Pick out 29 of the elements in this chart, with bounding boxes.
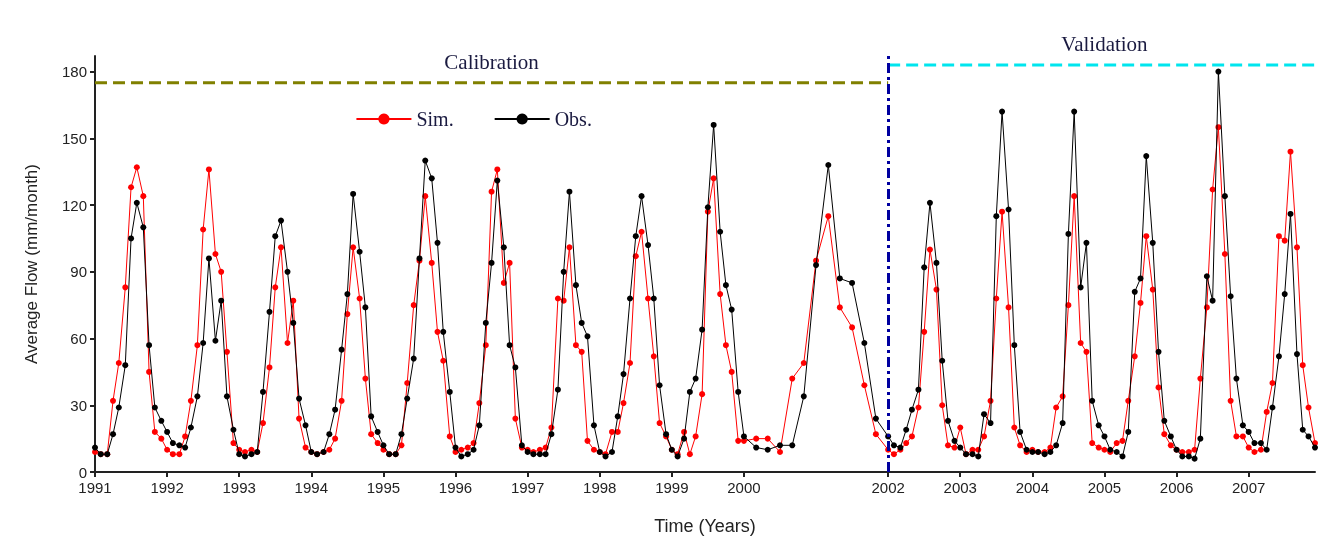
annotation: Validation	[1061, 32, 1149, 57]
y-tick-label: 150	[61, 129, 87, 147]
x-tick-label: 1998	[583, 479, 617, 496]
x-tick-label: 2000	[727, 479, 761, 496]
y-axis-title: Average Flow (mm/month)	[22, 164, 41, 364]
x-tick-label: 1997	[510, 479, 545, 496]
x-tick-label: 1999	[655, 479, 689, 496]
legend-label: Obs.	[554, 108, 592, 130]
annotation: Calibration	[444, 50, 540, 75]
x-tick-label: 2003	[943, 479, 977, 496]
x-tick-label: 1992	[150, 479, 184, 496]
y-tick-label: 180	[61, 63, 87, 81]
x-tick-label: 2006	[1159, 479, 1194, 496]
x-tick-label: 1995	[366, 479, 401, 496]
x-tick-label: 1994	[294, 479, 328, 496]
x-axis-title: Time (Years)	[654, 516, 756, 536]
y-tick-label: 30	[70, 396, 87, 414]
y-tick-label: 90	[70, 263, 87, 281]
x-tick-label: 2005	[1087, 479, 1122, 496]
legend-label: Sim.	[416, 108, 454, 130]
x-tick-label: 2002	[871, 479, 905, 496]
x-tick-label: 1993	[222, 479, 256, 496]
y-tick-label: 0	[78, 463, 87, 481]
x-tick-label: 1996	[438, 479, 473, 496]
y-tick-label: 60	[70, 330, 87, 348]
x-tick-label: 1991	[78, 479, 112, 496]
x-tick-label: 2007	[1231, 479, 1266, 496]
y-tick-label: 120	[61, 196, 87, 214]
x-tick-label: 2004	[1015, 479, 1050, 496]
